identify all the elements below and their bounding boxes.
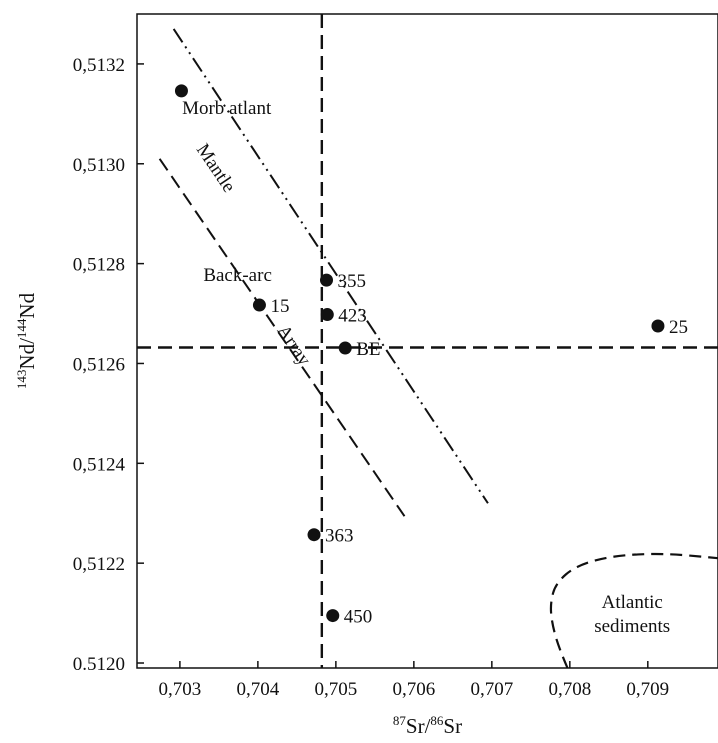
x-label-sup2: 86 xyxy=(430,713,444,728)
data-point xyxy=(338,341,352,355)
data-point xyxy=(320,273,334,287)
y-label-sup1: 143 xyxy=(14,370,29,390)
x-label-sup1: 87 xyxy=(393,713,407,728)
y-tick-label: 0,5126 xyxy=(73,354,125,375)
x-tick-label: 0,705 xyxy=(314,679,357,700)
data-point xyxy=(326,609,340,623)
y-tick-label: 0.5120 xyxy=(73,654,125,675)
x-tick-label: 0,707 xyxy=(470,679,513,700)
trend-lines xyxy=(158,28,489,517)
annotations: Morb atlant Back-arc Mantle Array Atlantic se… xyxy=(182,98,670,637)
annotation-mantle: Mantle xyxy=(192,140,240,196)
data-point xyxy=(174,84,188,98)
x-label-base1: Sr/ xyxy=(406,714,431,738)
y-tick-label: 0,5130 xyxy=(73,155,125,176)
point-label: 423 xyxy=(338,306,367,327)
data-point xyxy=(651,319,665,333)
annotation-array: Array xyxy=(273,321,315,370)
x-label-base2: Sr xyxy=(443,714,462,738)
mantle-array-line xyxy=(158,158,406,517)
y-label-sup2: 144 xyxy=(14,318,29,338)
x-tick-label: 0,709 xyxy=(626,679,669,700)
atlantic-sediments-label: Atlantic sediments xyxy=(594,592,670,637)
point-label: 25 xyxy=(669,317,688,338)
reference-lines xyxy=(137,14,718,668)
y-axis-label: 143Nd/144Nd xyxy=(14,292,39,389)
atlantic-sediments-outline xyxy=(549,552,718,669)
y-tick-label: 0,5124 xyxy=(73,454,126,475)
y-tick-label: 0,5132 xyxy=(73,55,125,76)
sediment-fields xyxy=(549,552,718,669)
x-tick-label: 0,708 xyxy=(548,679,591,700)
point-label: 15 xyxy=(270,296,289,317)
data-point xyxy=(307,528,321,542)
x-tick-label: 0,704 xyxy=(237,679,280,700)
point-label: 355 xyxy=(338,271,367,292)
point-label: 363 xyxy=(325,526,354,547)
annotation-back-arc: Back-arc xyxy=(203,265,272,286)
y-label-base1: Nd/ xyxy=(15,338,39,370)
annotation-morb-atlant: Morb atlant xyxy=(182,98,272,119)
x-axis-label: 87Sr/86Sr xyxy=(393,713,462,738)
y-label-base2: Nd xyxy=(15,292,39,318)
data-points: 15 355 423 BE 25 363 450 xyxy=(174,84,688,628)
data-point xyxy=(252,298,266,312)
morb-trend-line xyxy=(172,28,489,504)
data-point xyxy=(320,308,334,322)
y-axis: 0.5120 0,5122 0,5124 0,5126 0,5128 0,5130 0,51… xyxy=(73,55,144,675)
y-tick-label: 0,5128 xyxy=(73,255,125,276)
plot-frame xyxy=(136,13,718,669)
x-tick-label: 0,703 xyxy=(159,679,202,700)
y-tick-label: 0,5122 xyxy=(73,554,125,575)
x-axis: 0,703 0,704 0,705 0,706 0,707 0,708 0,709 xyxy=(159,661,669,700)
point-label: BE xyxy=(356,339,380,360)
point-label: 450 xyxy=(344,607,373,628)
x-tick-label: 0,706 xyxy=(392,679,435,700)
